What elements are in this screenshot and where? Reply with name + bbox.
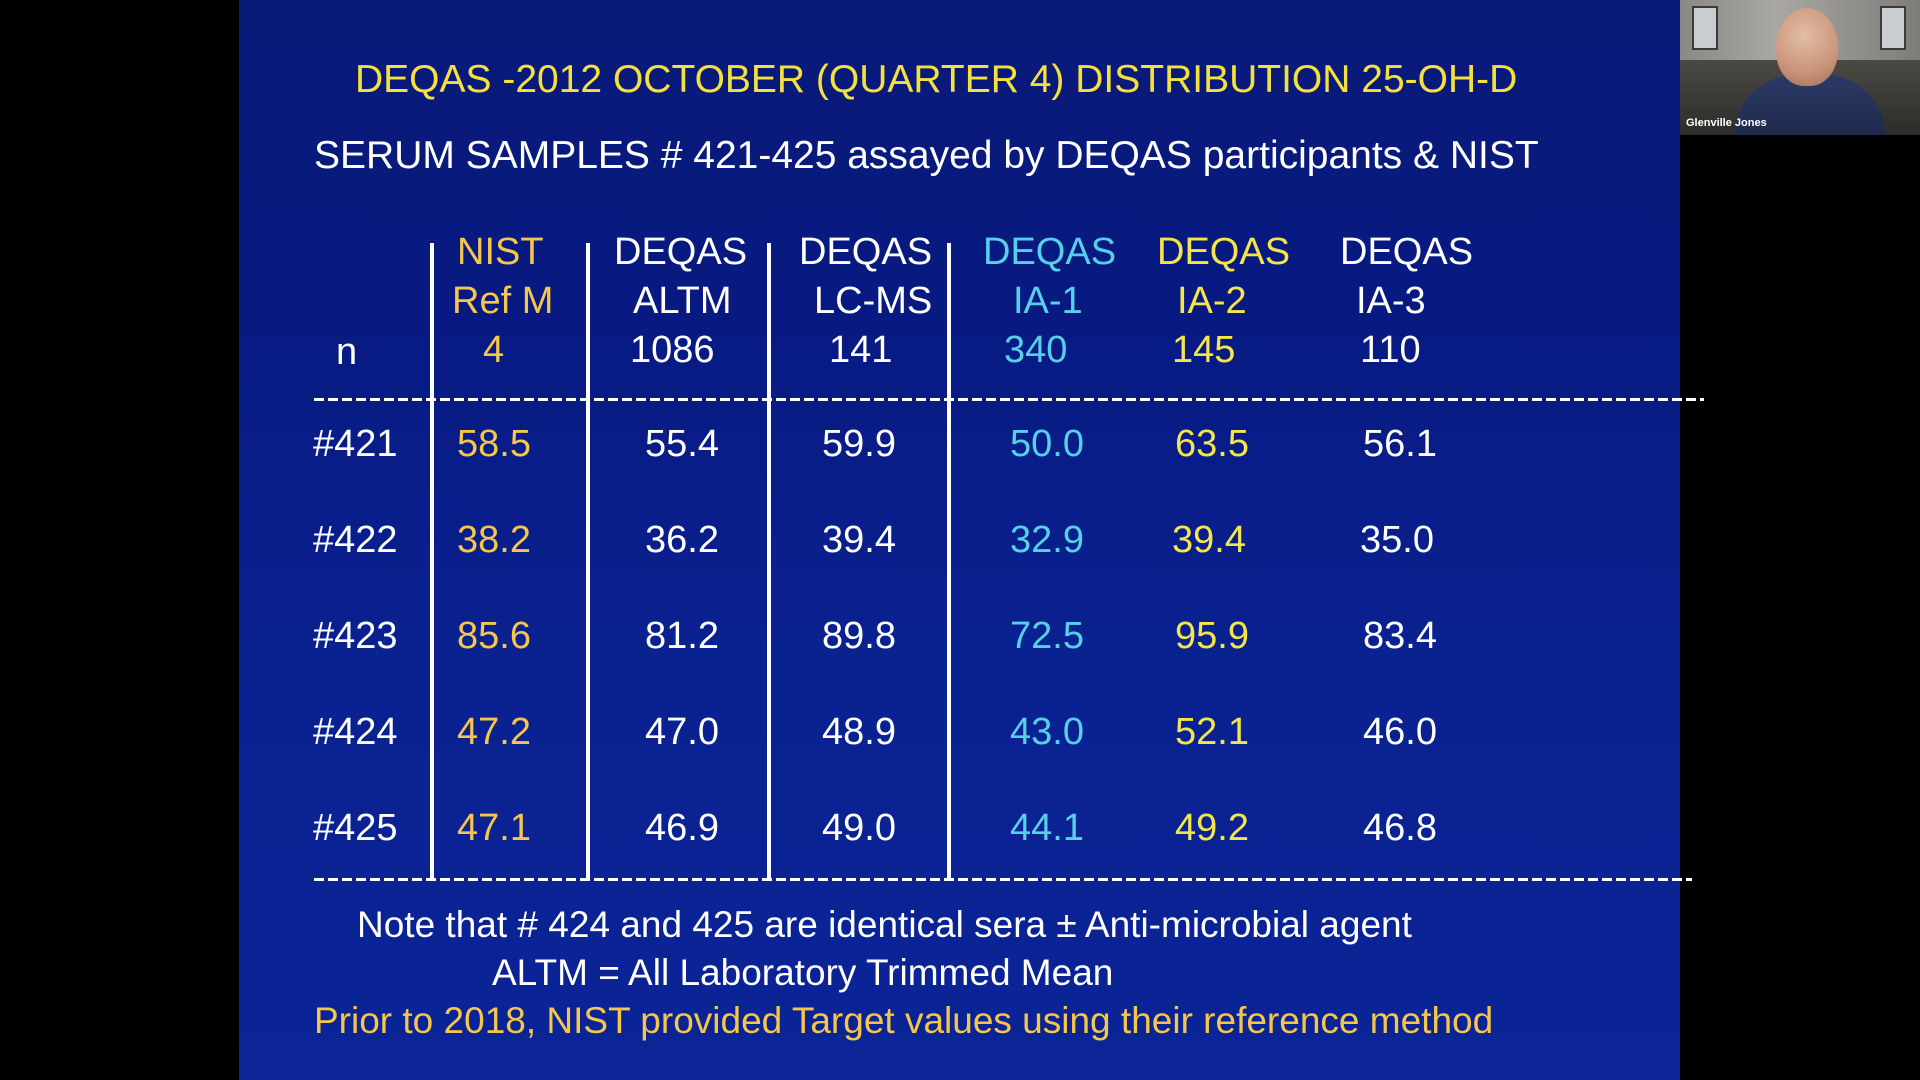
col-ia1-n: 340 — [1004, 329, 1068, 371]
col-ia3-n: 110 — [1360, 329, 1421, 371]
col-lcms-line1: DEQAS — [799, 231, 933, 273]
cell-lcms: 48.9 — [822, 711, 896, 753]
cell-ia1: 32.9 — [1010, 519, 1084, 561]
cell-ia1: 43.0 — [1010, 711, 1084, 753]
cell-nist: 47.2 — [457, 711, 531, 753]
slide-title: DEQAS -2012 OCTOBER (QUARTER 4) DISTRIBU… — [355, 58, 1518, 101]
col-ia3-line1: DEQAS — [1340, 231, 1474, 273]
row-id: #421 — [313, 423, 398, 465]
note-identical-sera: Note that # 424 and 425 are identical se… — [357, 904, 1412, 945]
col-ia2-line2: IA-2 — [1177, 280, 1247, 322]
col-altm-n: 1086 — [630, 329, 715, 371]
column-divider — [586, 243, 590, 879]
cell-lcms: 89.8 — [822, 615, 896, 657]
cell-altm: 36.2 — [645, 519, 719, 561]
col-lcms-line2: LC-MS — [814, 280, 933, 322]
col-altm-line1: DEQAS — [614, 231, 748, 273]
cell-altm: 47.0 — [645, 711, 719, 753]
footer-separator — [314, 878, 1692, 881]
note-nist-target: Prior to 2018, NIST provided Target valu… — [314, 1000, 1494, 1041]
col-ia2-line1: DEQAS — [1157, 231, 1291, 273]
note-altm-definition: ALTM = All Laboratory Trimmed Mean — [492, 952, 1114, 993]
background-window — [1880, 6, 1906, 50]
presentation-slide: DEQAS -2012 OCTOBER (QUARTER 4) DISTRIBU… — [239, 0, 1704, 1080]
cell-ia1: 50.0 — [1010, 423, 1084, 465]
cell-ia3: 35.0 — [1360, 519, 1434, 561]
cell-nist: 85.6 — [457, 615, 531, 657]
cell-ia2: 63.5 — [1175, 423, 1249, 465]
row-id: #425 — [313, 807, 398, 849]
cell-ia3: 83.4 — [1363, 615, 1437, 657]
cell-nist: 47.1 — [457, 807, 531, 849]
row-id: #423 — [313, 615, 398, 657]
cell-altm: 46.9 — [645, 807, 719, 849]
participant-video-tile[interactable]: Glenville Jones — [1680, 0, 1920, 135]
col-ia2-n: 145 — [1172, 329, 1236, 371]
column-divider — [430, 243, 434, 879]
cell-ia3: 56.1 — [1363, 423, 1437, 465]
col-ia3-line2: IA-3 — [1356, 280, 1426, 322]
row-id: #424 — [313, 711, 398, 753]
cell-ia2: 49.2 — [1175, 807, 1249, 849]
participant-face — [1776, 8, 1838, 86]
row-id: #422 — [313, 519, 398, 561]
cell-ia1: 72.5 — [1010, 615, 1084, 657]
cell-nist: 38.2 — [457, 519, 531, 561]
background-window — [1692, 6, 1718, 50]
participant-name-label: Glenville Jones — [1686, 117, 1767, 129]
col-nist-line2: Ref M — [452, 280, 554, 322]
cell-lcms: 39.4 — [822, 519, 896, 561]
cell-ia3: 46.8 — [1363, 807, 1437, 849]
col-lcms-n: 141 — [829, 329, 893, 371]
cell-ia1: 44.1 — [1010, 807, 1084, 849]
cell-lcms: 49.0 — [822, 807, 896, 849]
slide-subtitle: SERUM SAMPLES # 421-425 assayed by DEQAS… — [314, 134, 1539, 177]
n-row-label: n — [336, 331, 358, 373]
header-separator — [314, 398, 1704, 401]
cell-ia2: 52.1 — [1175, 711, 1249, 753]
cell-ia3: 46.0 — [1363, 711, 1437, 753]
col-ia1-line2: IA-1 — [1013, 280, 1083, 322]
cell-ia2: 39.4 — [1172, 519, 1246, 561]
column-divider — [947, 243, 951, 879]
col-ia1-line1: DEQAS — [983, 231, 1117, 273]
cell-ia2: 95.9 — [1175, 615, 1249, 657]
column-divider — [767, 243, 771, 879]
col-nist-line1: NIST — [457, 231, 544, 273]
cell-altm: 81.2 — [645, 615, 719, 657]
col-nist-n: 4 — [483, 329, 505, 371]
cell-nist: 58.5 — [457, 423, 531, 465]
cell-lcms: 59.9 — [822, 423, 896, 465]
cell-altm: 55.4 — [645, 423, 719, 465]
col-altm-line2: ALTM — [633, 280, 732, 322]
